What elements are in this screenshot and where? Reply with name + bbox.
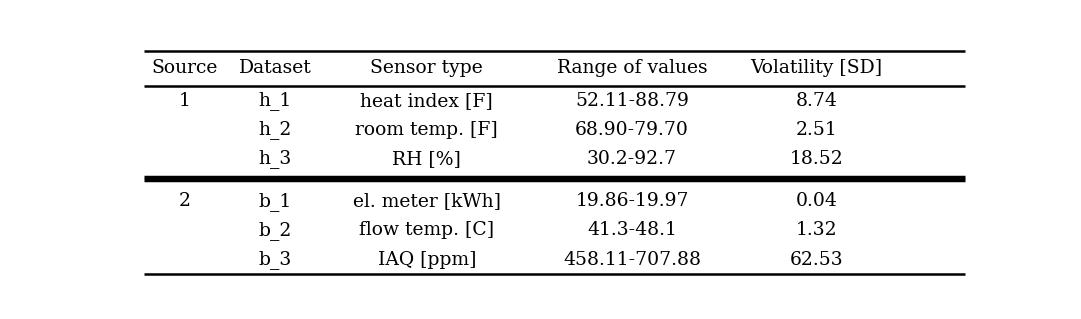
Text: 0.04: 0.04: [796, 192, 838, 211]
Text: 41.3-48.1: 41.3-48.1: [587, 221, 677, 240]
Text: flow temp. [C]: flow temp. [C]: [359, 221, 494, 240]
Text: 1.32: 1.32: [796, 221, 838, 240]
Text: RH [%]: RH [%]: [392, 150, 462, 168]
Text: Sensor type: Sensor type: [371, 59, 483, 78]
Text: room temp. [F]: room temp. [F]: [356, 121, 498, 139]
Text: h_1: h_1: [258, 91, 292, 110]
Text: 2.51: 2.51: [796, 121, 838, 139]
Text: 52.11-88.79: 52.11-88.79: [575, 92, 689, 110]
Text: Dataset: Dataset: [239, 59, 311, 78]
Text: 1: 1: [178, 92, 190, 110]
Text: 68.90-79.70: 68.90-79.70: [575, 121, 689, 139]
Text: 30.2-92.7: 30.2-92.7: [587, 150, 677, 168]
Text: b_1: b_1: [258, 192, 292, 211]
Text: Source: Source: [151, 59, 217, 78]
Text: h_2: h_2: [258, 121, 292, 139]
Text: h_3: h_3: [258, 150, 292, 168]
Text: 62.53: 62.53: [790, 250, 843, 269]
Text: 458.11-707.88: 458.11-707.88: [563, 250, 700, 269]
Text: b_2: b_2: [258, 221, 292, 240]
Text: Range of values: Range of values: [557, 59, 707, 78]
Text: heat index [F]: heat index [F]: [360, 92, 493, 110]
Text: 18.52: 18.52: [790, 150, 843, 168]
Text: el. meter [kWh]: el. meter [kWh]: [352, 192, 501, 211]
Text: 8.74: 8.74: [796, 92, 838, 110]
Text: 2: 2: [178, 192, 190, 211]
Text: Volatility [SD]: Volatility [SD]: [750, 59, 883, 78]
Text: IAQ [ppm]: IAQ [ppm]: [377, 250, 476, 269]
Text: 19.86-19.97: 19.86-19.97: [575, 192, 689, 211]
Text: b_3: b_3: [258, 250, 292, 269]
